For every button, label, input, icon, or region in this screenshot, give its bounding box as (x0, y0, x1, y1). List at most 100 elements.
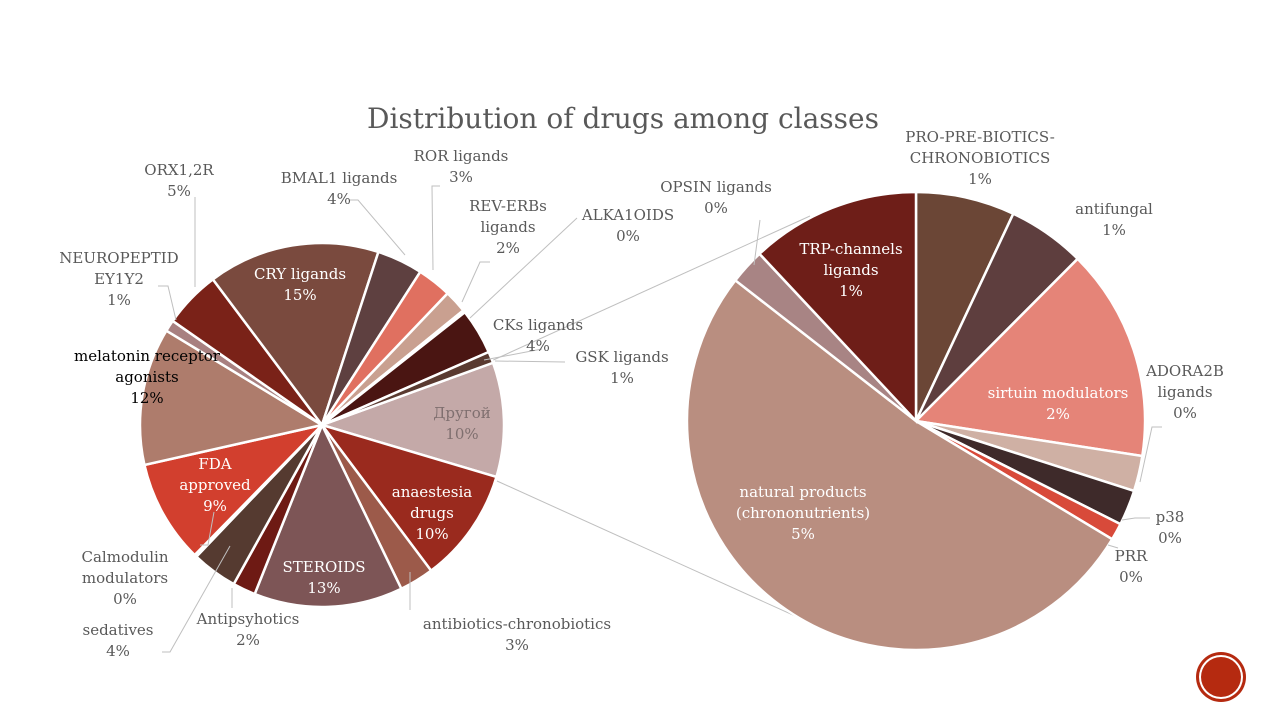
leader-line-1 (158, 285, 177, 321)
category-name: p38 (1155, 508, 1185, 526)
percent-value: 15% (283, 286, 317, 304)
category-name: melatonin receptor (74, 347, 220, 365)
percent-value: 2% (236, 631, 260, 649)
leader-line-13 (1139, 426, 1162, 483)
leader-line-7 (494, 360, 566, 363)
main-data-label: BMAL1 ligands 4% (281, 168, 398, 210)
category-name: sedatives (82, 621, 154, 639)
category-name: Calmodulin (81, 548, 169, 566)
main-data-label: anaestesia drugs 10% (392, 482, 472, 545)
category-name: approved (179, 476, 251, 494)
leader-line-6 (483, 348, 543, 361)
connector-line-bottom (496, 480, 816, 626)
percent-value: 4% (327, 190, 351, 208)
percent-value: 1% (968, 170, 992, 188)
category-name: GSK ligands (575, 348, 669, 366)
category-name: anaestesia (391, 483, 473, 501)
category-name: (chrononutrients) (735, 504, 871, 522)
percent-value: 0% (704, 199, 728, 217)
main-data-label: STEROIDS 13% (282, 557, 365, 599)
category-name: agonists (115, 368, 179, 386)
percent-value: 10% (415, 525, 449, 543)
category-name: ROR ligands (413, 147, 509, 165)
leader-line-14 (1121, 517, 1150, 521)
category-name: natural products (739, 483, 867, 501)
category-name: ligands (480, 218, 536, 236)
category-name: antibiotics-chronobiotics (422, 615, 612, 633)
percent-value: 10% (445, 425, 479, 443)
secondary-data-label: OPSIN ligands 0% (660, 177, 772, 219)
main-data-label: GSK ligands 1% (575, 347, 668, 389)
main-data-label: ROR ligands 3% (414, 146, 509, 188)
secondary-data-label: PRO-PRE-BIOTICS- CHRONOBIOTICS 1% (905, 127, 1055, 190)
percent-value: 12% (130, 389, 164, 407)
leader-line-15 (1107, 544, 1119, 549)
percent-value: 4% (106, 642, 130, 660)
main-data-label: antibiotics-chronobiotics 3% (423, 614, 611, 656)
secondary-pie-slice-2 (913, 257, 1147, 458)
main-data-label: Другой 10% (433, 403, 491, 445)
category-name: ligands (823, 261, 879, 279)
main-data-label: NEUROPEPTID EY1Y2 1% (59, 248, 178, 311)
secondary-data-label: natural products (chrononutrients) 5% (736, 482, 870, 545)
secondary-data-label: TRP-channels ligands 1% (799, 239, 902, 302)
category-name: OPSIN ligands (660, 178, 772, 196)
percent-value: 9% (203, 497, 227, 515)
category-name: CKs ligands (492, 316, 584, 334)
leader-line-2 (350, 199, 406, 256)
main-data-label: FDA approved 9% (179, 454, 250, 517)
category-name: sirtuin modulators (987, 384, 1129, 402)
secondary-data-label: sirtuin modulators 2% (988, 383, 1129, 425)
category-name: Antipsyhotics (196, 610, 300, 628)
main-pie-slice-7 (142, 422, 326, 557)
main-data-label: REV-ERBs ligands 2% (469, 196, 547, 259)
category-name: REV-ERBs (469, 197, 547, 215)
percent-value: 1% (610, 369, 634, 387)
leader-line-9 (162, 545, 231, 653)
main-data-label: sedatives 4% (83, 620, 154, 662)
percent-value: 5% (791, 525, 815, 543)
main-data-label: CKs ligands 4% (493, 315, 583, 357)
percent-value: 1% (1102, 221, 1126, 239)
percent-value: 4% (526, 337, 550, 355)
category-name: CHRONOBIOTICS (909, 149, 1051, 167)
main-pie-slice-3 (253, 421, 404, 609)
percent-value: 2% (1046, 405, 1070, 423)
category-name: ALKA1OIDS (581, 206, 675, 224)
leader-line-3 (431, 185, 440, 271)
category-name: PRO-PRE-BIOTICS- (905, 128, 1055, 146)
leader-line-8 (200, 511, 215, 546)
main-pie-slice-8 (138, 328, 326, 467)
category-name: ORX1,2R (144, 161, 214, 179)
percent-value: 0% (113, 590, 137, 608)
category-name: BMAL1 ligands (280, 169, 398, 187)
percent-value: 3% (449, 168, 473, 186)
leader-line-5 (469, 217, 578, 319)
percent-value: 13% (307, 579, 341, 597)
secondary-data-label: PRR 0% (1115, 546, 1148, 588)
secondary-data-label: p38 0% (1156, 507, 1185, 549)
main-pie-slice-17 (321, 350, 495, 427)
chart-title: Distribution of drugs among classes (367, 102, 879, 135)
leader-line-4 (461, 261, 490, 303)
main-pie-slice-0 (318, 361, 506, 479)
secondary-data-label: antifungal 1% (1075, 199, 1153, 241)
percent-value: 1% (107, 291, 131, 309)
main-data-label: Antipsyhotics 2% (197, 609, 300, 651)
category-name: antifungal (1075, 200, 1153, 218)
percent-value: 0% (1173, 404, 1197, 422)
secondary-pie-slice-8 (757, 190, 918, 425)
logo-icon (1199, 655, 1243, 699)
category-name: STEROIDS (282, 558, 366, 576)
category-name: ADORA2B (1146, 362, 1224, 380)
main-data-label: Calmodulin modulators 0% (82, 547, 169, 610)
main-pie-slice-11 (211, 241, 380, 428)
category-name: FDA (198, 455, 232, 473)
percent-value: 2% (496, 239, 520, 257)
percent-value: 0% (1119, 568, 1143, 586)
category-name: PRR (1114, 547, 1148, 565)
category-name: NEUROPEPTID (59, 249, 179, 267)
percent-value: 3% (505, 636, 529, 654)
